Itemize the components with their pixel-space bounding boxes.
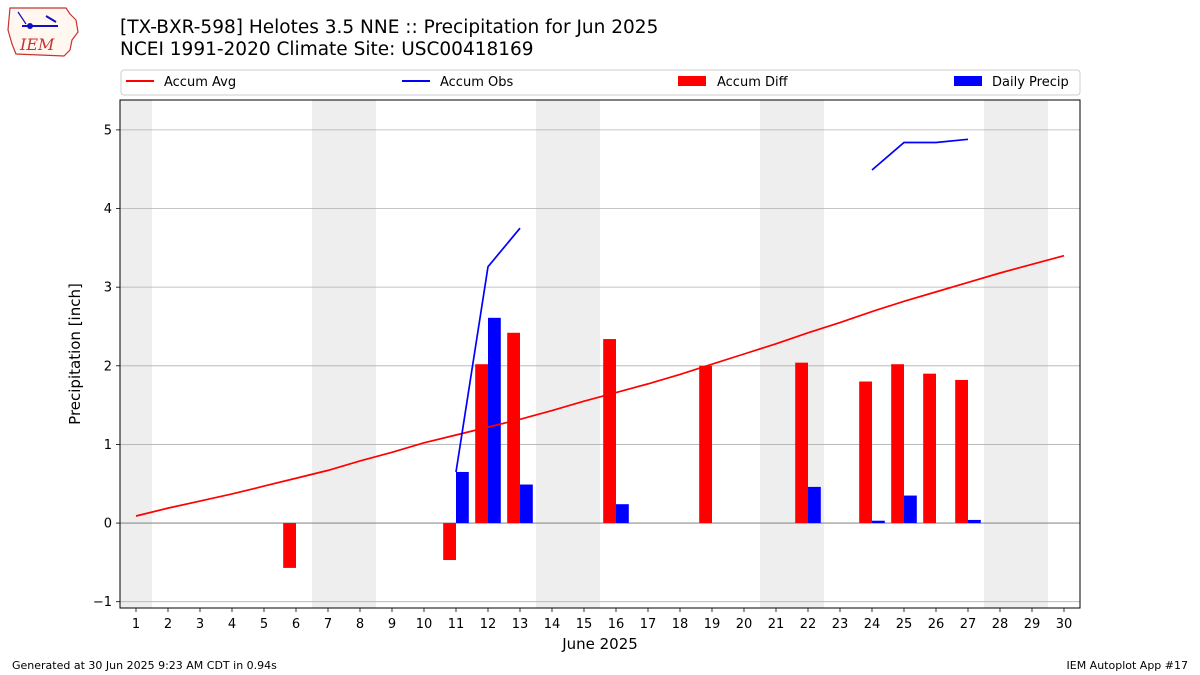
legend-box bbox=[120, 69, 1081, 96]
weekend-band bbox=[760, 100, 824, 608]
accum-obs-line bbox=[455, 227, 521, 473]
daily-precip-bar bbox=[520, 484, 533, 524]
weekend-band bbox=[120, 100, 152, 608]
x-tick-label: 8 bbox=[356, 617, 364, 632]
x-tick-label: 26 bbox=[928, 617, 945, 632]
daily-precip-bar bbox=[456, 471, 469, 524]
bars-layer bbox=[283, 317, 981, 568]
daily-precip-bar bbox=[872, 520, 885, 524]
x-tick-label: 25 bbox=[896, 617, 913, 632]
x-tick-label: 20 bbox=[736, 617, 753, 632]
x-tick-label: 28 bbox=[992, 617, 1009, 632]
iowa-outline-icon bbox=[7, 7, 79, 57]
x-tick-label: 22 bbox=[800, 617, 817, 632]
daily-precip-bar bbox=[808, 486, 821, 524]
accum-diff-bar bbox=[955, 379, 968, 524]
x-tick-label: 17 bbox=[640, 617, 657, 632]
accum-diff-bar bbox=[891, 364, 904, 524]
accum-diff-bar bbox=[603, 339, 616, 524]
accum-diff-bar bbox=[283, 523, 296, 568]
accum-diff-bar bbox=[699, 365, 712, 524]
x-tick-label: 5 bbox=[260, 617, 268, 632]
x-tick-label: 12 bbox=[480, 617, 497, 632]
y-tick-label: −1 bbox=[93, 595, 112, 610]
x-tick-label: 29 bbox=[1024, 617, 1041, 632]
weekend-band bbox=[536, 100, 600, 608]
x-tick-label: 13 bbox=[512, 617, 529, 632]
x-tick-label: 18 bbox=[672, 617, 689, 632]
generated-timestamp: Generated at 30 Jun 2025 9:23 AM CDT in … bbox=[12, 659, 277, 672]
iem-logo: IEM bbox=[7, 7, 79, 57]
legend-accum-diff-swatch bbox=[678, 76, 706, 86]
x-tick-label: 4 bbox=[228, 617, 236, 632]
y-tick-label: 2 bbox=[104, 359, 112, 374]
x-tick-label: 19 bbox=[704, 617, 721, 632]
lines-layer bbox=[135, 138, 1065, 517]
grid-lines bbox=[120, 129, 1080, 603]
x-tick-label: 15 bbox=[576, 617, 593, 632]
x-axis-label: June 2025 bbox=[561, 635, 638, 653]
accum-diff-bar bbox=[507, 332, 520, 524]
accum-obs-line bbox=[871, 138, 969, 171]
x-tick-label: 1 bbox=[132, 617, 140, 632]
accum-diff-bar bbox=[859, 381, 872, 524]
x-tick-label: 30 bbox=[1056, 617, 1073, 632]
accum-avg-line bbox=[135, 254, 1065, 517]
x-tick-label: 24 bbox=[864, 617, 881, 632]
daily-precip-bar bbox=[488, 317, 501, 524]
accum-diff-bar bbox=[923, 373, 936, 524]
chart-subtitle: NCEI 1991-2020 Climate Site: USC00418169 bbox=[120, 39, 534, 60]
y-tick-label: 4 bbox=[104, 202, 112, 217]
x-tick-label: 2 bbox=[164, 617, 172, 632]
legend-daily-precip-swatch bbox=[954, 76, 982, 86]
x-tick-label: 21 bbox=[768, 617, 785, 632]
x-axis: 1 2 3 4 5 6 7 8 9 10 11 12 13 14 15 16 17 18 19 20 21 22 23 24 2… bbox=[132, 608, 1072, 632]
y-axis-label: Precipitation [inch] bbox=[66, 283, 84, 425]
accum-diff-bar bbox=[443, 523, 456, 561]
y-axis: −1 0 1 2 3 4 5 bbox=[93, 123, 120, 610]
weekend-band bbox=[984, 100, 1048, 608]
daily-precip-bar bbox=[904, 495, 917, 524]
daily-precip-bar bbox=[616, 504, 629, 524]
x-tick-label: 3 bbox=[196, 617, 204, 632]
logo-text: IEM bbox=[19, 35, 55, 54]
app-label: IEM Autoplot App #17 bbox=[1066, 659, 1189, 672]
x-tick-label: 9 bbox=[388, 617, 396, 632]
chart-title: [TX-BXR-598] Helotes 3.5 NNE :: Precipit… bbox=[120, 17, 659, 38]
x-tick-label: 23 bbox=[832, 617, 849, 632]
x-tick-label: 6 bbox=[292, 617, 300, 632]
weekend-bands bbox=[120, 100, 1048, 608]
y-tick-label: 0 bbox=[104, 517, 112, 532]
y-tick-label: 5 bbox=[104, 123, 112, 138]
y-tick-label: 3 bbox=[104, 281, 112, 296]
accum-diff-bar bbox=[795, 362, 808, 524]
x-tick-label: 11 bbox=[448, 617, 465, 632]
y-tick-label: 1 bbox=[104, 438, 112, 453]
plot-frame bbox=[119, 99, 1081, 609]
x-tick-label: 27 bbox=[960, 617, 977, 632]
legend-accum-avg-label: Accum Avg bbox=[164, 75, 236, 90]
accum-diff-bar bbox=[475, 364, 488, 524]
x-tick-label: 14 bbox=[544, 617, 561, 632]
legend-accum-diff-label: Accum Diff bbox=[717, 75, 789, 90]
x-tick-label: 10 bbox=[416, 617, 433, 632]
daily-precip-bar bbox=[968, 519, 981, 524]
weekend-band bbox=[312, 100, 376, 608]
legend: Accum Avg Accum Obs Accum Diff Daily Precip bbox=[120, 69, 1081, 96]
legend-daily-precip-label: Daily Precip bbox=[992, 75, 1069, 90]
x-tick-label: 16 bbox=[608, 617, 625, 632]
x-tick-label: 7 bbox=[324, 617, 332, 632]
legend-accum-obs-label: Accum Obs bbox=[440, 75, 513, 90]
